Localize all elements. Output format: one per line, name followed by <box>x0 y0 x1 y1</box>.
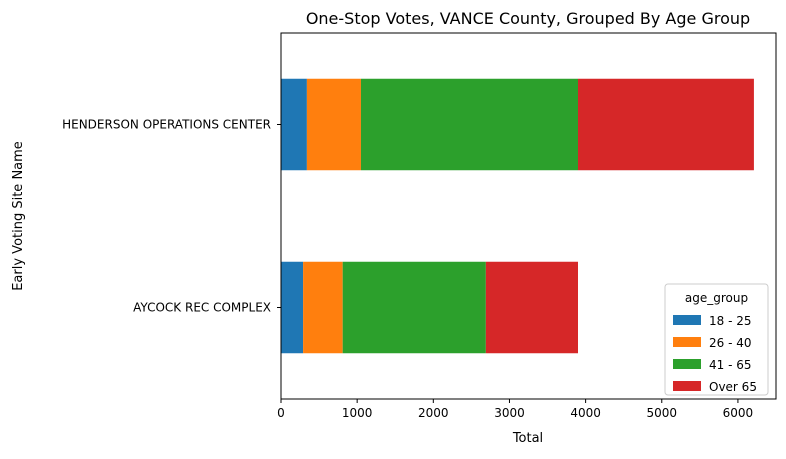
legend-swatch-0 <box>673 315 701 325</box>
bar-segment-1-3 <box>342 261 486 354</box>
legend-swatch-1 <box>673 337 701 347</box>
bar-segment-2-3 <box>360 78 578 171</box>
y-axis-label: Early Voting Site Name <box>11 141 26 291</box>
x-axis-label: Total <box>512 431 543 446</box>
chart-title: One-Stop Votes, VANCE County, Grouped By… <box>306 9 750 28</box>
y-tick-label-0: AYCOCK REC COMPLEX <box>133 301 271 315</box>
x-tick-label-6: 6000 <box>723 406 754 420</box>
bar-segment-1-1 <box>281 261 304 354</box>
x-tick-label-2: 2000 <box>418 406 449 420</box>
legend-entry-0: 18 - 25 <box>709 314 752 328</box>
bars-layer <box>281 78 754 354</box>
x-tick-label-1: 1000 <box>342 406 373 420</box>
x-tick-label-5: 5000 <box>646 406 677 420</box>
bar-segment-2-4 <box>578 78 754 171</box>
legend: age_group 18 - 25 26 - 40 41 - 65 Over 65 <box>664 283 769 396</box>
legend-swatch-2 <box>673 359 701 369</box>
bar-segment-2-2 <box>306 78 361 171</box>
legend-swatch-3 <box>673 381 701 391</box>
x-tick-label-4: 4000 <box>570 406 601 420</box>
x-axis: 0 1000 2000 3000 4000 5000 6000 <box>277 399 753 420</box>
y-tick-label-1: HENDERSON OPERATIONS CENTER <box>62 118 271 132</box>
legend-entry-1: 26 - 40 <box>709 336 752 350</box>
x-tick-label-0: 0 <box>277 406 285 420</box>
legend-entry-2: 41 - 65 <box>709 358 752 372</box>
x-tick-label-3: 3000 <box>494 406 525 420</box>
bar-segment-1-2 <box>303 261 343 354</box>
bar-segment-2-1 <box>281 78 307 171</box>
legend-title: age_group <box>685 291 748 305</box>
bar-segment-1-4 <box>485 261 578 354</box>
legend-entry-3: Over 65 <box>709 380 757 394</box>
y-axis: AYCOCK REC COMPLEX HENDERSON OPERATIONS C… <box>62 118 281 315</box>
plot-frame <box>280 32 777 400</box>
